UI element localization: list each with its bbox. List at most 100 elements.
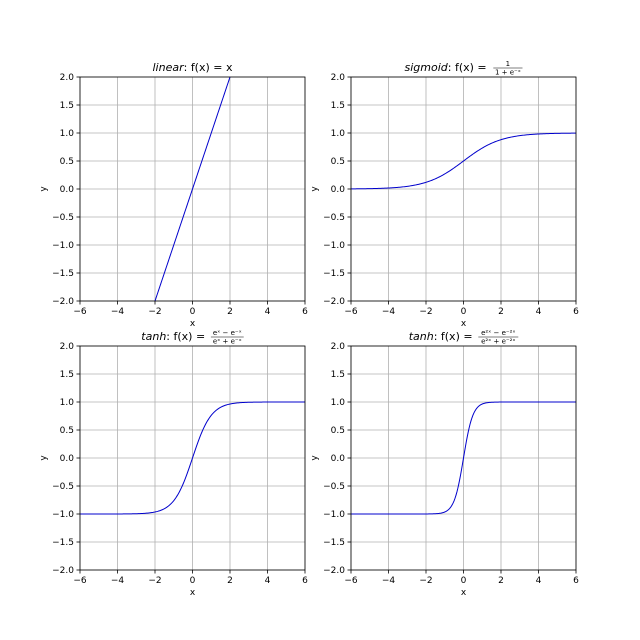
y-axis-label: y	[310, 455, 320, 461]
series-line	[351, 401, 576, 515]
y-axis-label: y	[39, 455, 49, 461]
y-tick-label: 2.0	[60, 342, 75, 352]
y-axis-label: y	[310, 186, 320, 192]
title-colon: :	[448, 61, 455, 74]
x-axis-label: x	[190, 319, 196, 329]
y-tick-label: 1.5	[60, 370, 74, 380]
series-line	[351, 132, 576, 190]
svg-text:linear: f(x) = x: linear: f(x) = x	[152, 61, 233, 74]
x-tick-label: −6	[344, 576, 358, 586]
x-tick-label: 0	[461, 307, 467, 317]
y-tick-label: −1.5	[52, 269, 74, 279]
chart-title: linear: f(x) = x	[152, 61, 233, 74]
y-tick-label: 1.0	[331, 129, 346, 139]
x-axis-label: x	[461, 588, 467, 598]
y-tick-label: −2.0	[323, 566, 345, 576]
x-tick-label: −6	[344, 307, 358, 317]
x-tick-label: 4	[265, 307, 271, 317]
y-tick-label: 0.0	[331, 185, 346, 195]
title-equation: f(x) = x	[191, 61, 233, 74]
x-axis-label: x	[190, 588, 196, 598]
x-tick-label: 2	[498, 576, 504, 586]
y-tick-label: −1.0	[323, 510, 345, 520]
title-equation: f(x) =	[441, 330, 473, 343]
svg-text:tanh: f(x) =: tanh: f(x) =	[409, 330, 473, 343]
y-tick-label: 1.5	[60, 101, 74, 111]
title-name: sigmoid	[405, 61, 449, 74]
x-tick-label: 6	[302, 307, 308, 317]
svg-text:sigmoid: f(x) =: sigmoid: f(x) =	[405, 61, 487, 74]
title-name: tanh	[409, 330, 434, 343]
y-tick-label: 0.5	[60, 426, 74, 436]
y-tick-label: 2.0	[331, 73, 346, 83]
x-tick-label: −4	[382, 576, 396, 586]
svg-text:tanh: f(x) =: tanh: f(x) =	[141, 330, 205, 343]
x-tick-label: −6	[73, 307, 87, 317]
title-equation: f(x) =	[455, 61, 487, 74]
title-name: linear	[152, 61, 185, 74]
y-tick-label: 1.5	[331, 101, 345, 111]
y-tick-label: 0.0	[331, 454, 346, 464]
title-equation: f(x) =	[174, 330, 206, 343]
chart-title: sigmoid: f(x) = 11 + e⁻ˣ	[405, 60, 523, 77]
y-tick-label: −1.0	[52, 510, 74, 520]
x-tick-label: 4	[536, 576, 542, 586]
subplot-1: −6 −4 −2 0 2 4 6 −2.0 −1.5 −1.0 −0.5 0.0 0.5 1.0 1.5 2.…	[39, 61, 308, 329]
title-numerator: e²ˣ − e⁻²ˣ	[481, 329, 515, 337]
y-tick-label: −0.5	[323, 482, 345, 492]
y-tick-label: 1.0	[60, 398, 75, 408]
y-tick-label: 0.0	[60, 454, 75, 464]
title-denominator: eˣ + e⁻ˣ	[213, 338, 242, 346]
y-tick-label: −1.5	[323, 538, 345, 548]
series-line	[80, 401, 305, 515]
x-tick-label: −4	[111, 576, 125, 586]
x-tick-label: 6	[573, 307, 579, 317]
y-tick-label: 1.0	[60, 129, 75, 139]
x-tick-label: 6	[573, 576, 579, 586]
subplot-4: −6 −4 −2 0 2 4 6 −2.0 −1.5 −1.0 −0.5 0.0 0.5 1.0 1.5 2.…	[310, 329, 579, 598]
x-axis-label: x	[461, 319, 467, 329]
x-tick-label: −4	[382, 307, 396, 317]
y-tick-label: 0.5	[331, 426, 345, 436]
series-line	[154, 77, 231, 301]
x-tick-label: 4	[536, 307, 542, 317]
x-tick-label: 2	[227, 576, 233, 586]
y-tick-label: −2.0	[52, 297, 74, 307]
title-denominator: e²ˣ + e⁻²ˣ	[481, 338, 515, 346]
y-tick-label: 1.5	[331, 370, 345, 380]
y-tick-label: −2.0	[323, 297, 345, 307]
x-tick-label: 2	[227, 307, 233, 317]
y-tick-label: −1.0	[323, 241, 345, 251]
x-tick-label: −2	[419, 576, 432, 586]
y-tick-label: −1.5	[323, 269, 345, 279]
x-tick-label: −4	[111, 307, 125, 317]
title-colon: :	[184, 61, 191, 74]
y-tick-label: 0.5	[60, 157, 74, 167]
x-tick-label: 2	[498, 307, 504, 317]
title-name: tanh	[141, 330, 166, 343]
x-tick-label: −2	[148, 576, 161, 586]
x-tick-label: 0	[461, 576, 467, 586]
subplot-3: −6 −4 −2 0 2 4 6 −2.0 −1.5 −1.0 −0.5 0.0 0.5 1.0 1.5 2.…	[39, 329, 308, 598]
y-tick-label: −0.5	[323, 213, 345, 223]
title-numerator: eˣ − e⁻ˣ	[213, 329, 242, 337]
y-tick-label: 1.0	[331, 398, 346, 408]
y-tick-label: 2.0	[60, 73, 75, 83]
y-axis-label: y	[39, 186, 49, 192]
title-colon: :	[434, 330, 441, 343]
y-tick-label: −2.0	[52, 566, 74, 576]
x-tick-label: −2	[419, 307, 432, 317]
x-tick-label: 4	[265, 576, 271, 586]
y-tick-label: 2.0	[331, 342, 346, 352]
title-colon: :	[166, 330, 173, 343]
title-denominator: 1 + e⁻ˣ	[495, 69, 521, 77]
x-tick-label: 0	[190, 307, 196, 317]
x-tick-label: 0	[190, 576, 196, 586]
subplot-2: −6 −4 −2 0 2 4 6 −2.0 −1.5 −1.0 −0.5 0.0 0.5 1.0 1.5 2.…	[310, 60, 579, 329]
title-numerator: 1	[506, 60, 510, 68]
y-tick-label: −0.5	[52, 482, 74, 492]
y-tick-label: −1.0	[52, 241, 74, 251]
y-tick-label: 0.5	[331, 157, 345, 167]
y-tick-label: 0.0	[60, 185, 75, 195]
